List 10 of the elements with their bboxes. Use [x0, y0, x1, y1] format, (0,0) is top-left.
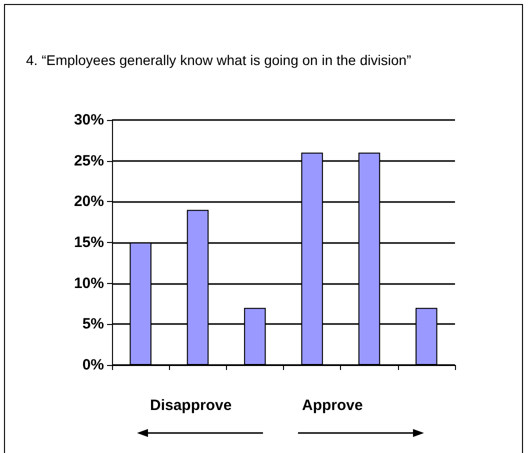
y-tick-label: 15%: [74, 234, 104, 251]
y-tick-label: 10%: [74, 274, 104, 292]
text: Disapprove: [150, 397, 232, 414]
y-tick-label: 20%: [74, 193, 104, 210]
y-tick-label: 0%: [82, 356, 104, 374]
y-tick-label: 5%: [82, 316, 104, 333]
y-tick-label: 25%: [74, 152, 104, 170]
text: Approve: [302, 397, 363, 414]
chart-title: 4. “Employees generally know what is going on in the division”: [26, 51, 412, 70]
y-tick-label: 30%: [74, 112, 104, 128]
